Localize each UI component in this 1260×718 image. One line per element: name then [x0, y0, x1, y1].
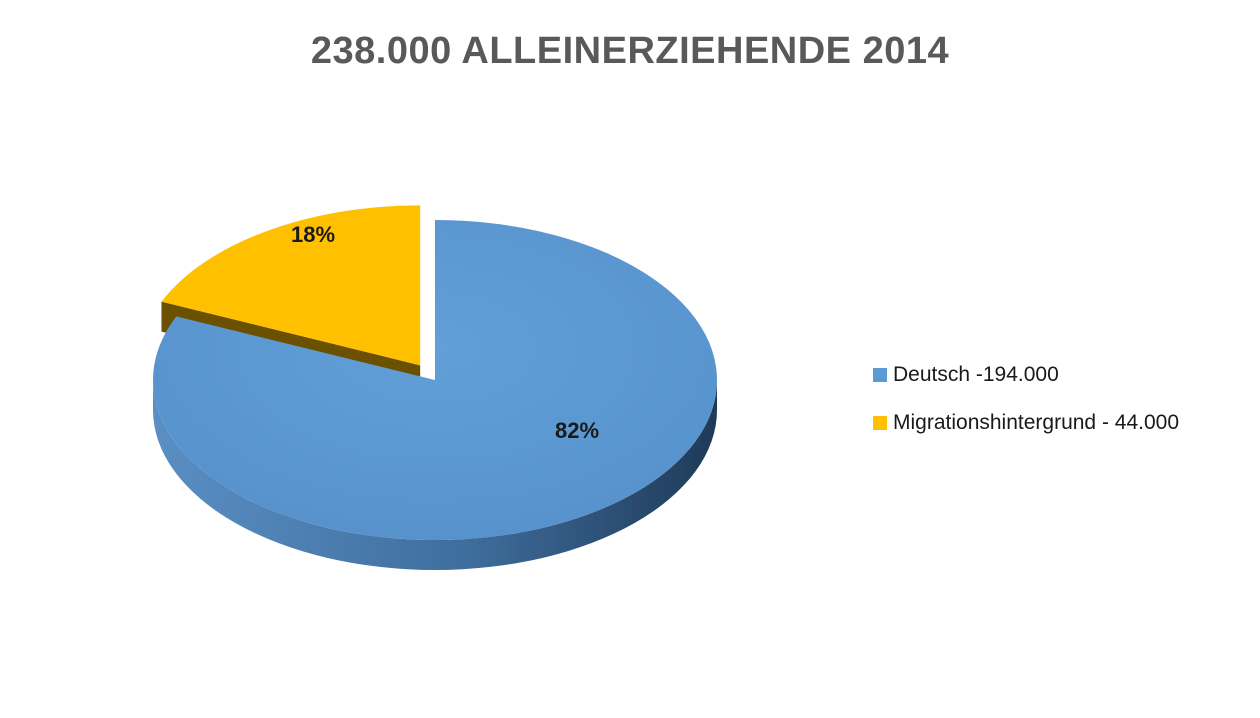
legend-label-deutsch: Deutsch -194.000: [893, 363, 1059, 386]
legend-item-migrationshintergrund: Migrationshintergrund - 44.000: [873, 410, 1179, 436]
slice-deutsch: [153, 220, 717, 540]
legend: Deutsch -194.000 Migrationshintergrund -…: [873, 362, 1179, 458]
data-label-migrationshintergrund: 18%: [291, 222, 335, 247]
legend-swatch-deutsch: [873, 368, 887, 382]
slice-migrationshintergrund: [161, 205, 421, 366]
legend-item-deutsch: Deutsch -194.000: [873, 362, 1179, 388]
data-label-deutsch: 82%: [555, 418, 599, 443]
legend-label-migrationshintergrund: Migrationshintergrund - 44.000: [893, 411, 1180, 434]
legend-swatch-migrationshintergrund: [873, 416, 887, 430]
chart-title: 238.000 ALLEINERZIEHENDE 2014: [310, 30, 950, 72]
slice-rim-deutsch: [153, 380, 717, 570]
